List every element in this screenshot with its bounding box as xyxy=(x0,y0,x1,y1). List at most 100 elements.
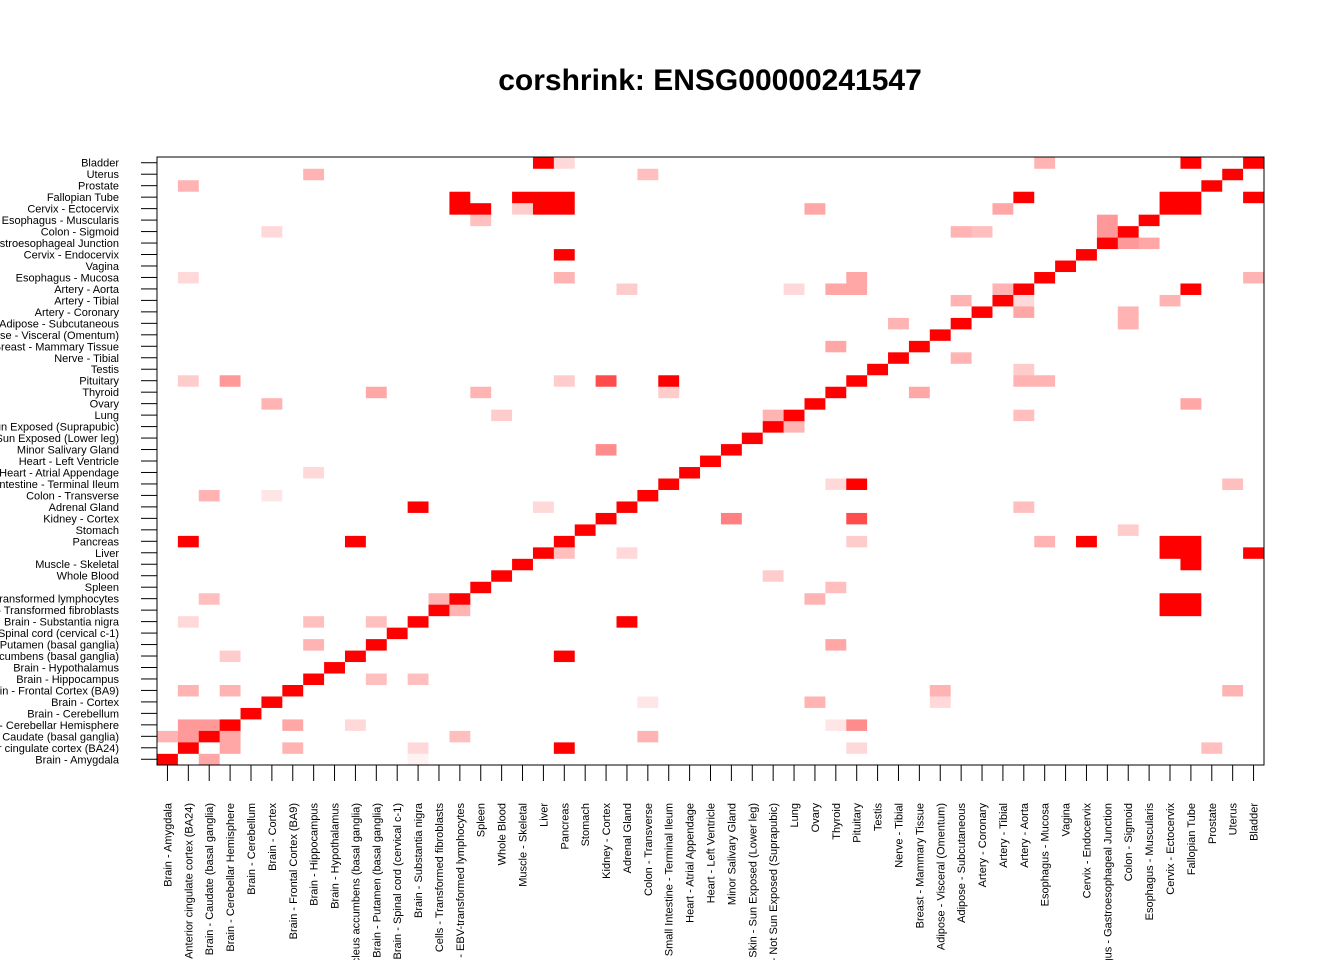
cell xyxy=(324,225,346,238)
cell xyxy=(804,260,826,273)
cell xyxy=(177,581,200,594)
cell xyxy=(1159,753,1181,766)
cell xyxy=(1180,684,1202,697)
cell xyxy=(616,294,638,307)
cell xyxy=(929,260,951,273)
cell xyxy=(1076,455,1098,468)
cell xyxy=(470,237,492,250)
cell xyxy=(261,374,283,387)
y-tick-label: Bladder xyxy=(81,158,119,170)
cell xyxy=(950,466,972,479)
cell xyxy=(992,202,1014,215)
cell xyxy=(1055,340,1077,353)
cell xyxy=(1013,615,1035,628)
cell xyxy=(324,673,346,685)
cell xyxy=(595,627,617,640)
cell xyxy=(303,179,325,192)
cell xyxy=(407,684,429,697)
cell xyxy=(804,696,826,708)
cell xyxy=(804,604,826,617)
cell xyxy=(1055,225,1077,238)
cell xyxy=(386,271,408,284)
y-tick-label: Thyroid xyxy=(82,387,119,399)
cell xyxy=(595,157,617,169)
cell xyxy=(1138,753,1160,766)
cell xyxy=(219,512,241,525)
cell xyxy=(470,397,492,410)
cell xyxy=(470,225,492,238)
cell xyxy=(908,237,931,250)
cell xyxy=(282,179,304,192)
cell xyxy=(1055,719,1077,731)
cell xyxy=(783,283,805,295)
cell xyxy=(700,168,722,181)
cell xyxy=(282,501,304,513)
cell xyxy=(595,455,617,468)
cell xyxy=(344,604,367,617)
cell xyxy=(804,478,826,490)
cell xyxy=(282,352,304,364)
cell xyxy=(1076,535,1098,548)
cell xyxy=(1034,696,1056,708)
cell xyxy=(846,753,868,766)
cell xyxy=(762,558,784,571)
cell xyxy=(929,455,951,468)
cell xyxy=(1076,707,1098,720)
cell xyxy=(950,489,972,502)
cell xyxy=(491,409,513,422)
cell xyxy=(929,684,951,697)
cell xyxy=(804,214,826,227)
cell xyxy=(553,237,576,250)
cell xyxy=(553,352,576,364)
x-tick-label: Brain - Hypothalamus xyxy=(330,803,342,909)
cell xyxy=(1138,409,1160,422)
cell xyxy=(491,466,513,479)
cell xyxy=(616,363,638,376)
cell xyxy=(1055,489,1077,502)
cell xyxy=(867,673,889,685)
cell xyxy=(929,615,951,628)
cell xyxy=(971,363,993,376)
cell xyxy=(261,432,283,445)
cell xyxy=(867,501,889,513)
cell xyxy=(574,524,596,536)
cell xyxy=(908,581,931,594)
cell xyxy=(1159,386,1181,399)
cell xyxy=(762,317,784,330)
cell xyxy=(177,409,200,422)
cell xyxy=(1013,420,1035,433)
x-tick-label: Lung xyxy=(789,803,801,827)
cell xyxy=(992,638,1014,651)
cell xyxy=(491,283,513,295)
cell xyxy=(908,248,931,261)
cell xyxy=(1076,673,1098,685)
cell xyxy=(470,214,492,227)
cell xyxy=(1180,592,1202,605)
cell xyxy=(1013,409,1035,422)
cell xyxy=(1055,569,1077,582)
cell xyxy=(407,581,429,594)
cell xyxy=(1117,638,1139,651)
cell xyxy=(1201,329,1223,341)
cell xyxy=(1159,157,1181,169)
cell xyxy=(1159,409,1181,422)
cell xyxy=(867,443,889,456)
cell xyxy=(908,742,931,754)
cell xyxy=(616,283,638,295)
cell xyxy=(449,260,471,273)
cell xyxy=(1138,157,1160,169)
cell xyxy=(449,397,471,410)
cell xyxy=(888,730,910,743)
cell xyxy=(1096,478,1119,490)
cell xyxy=(679,317,701,330)
cell xyxy=(491,558,513,571)
cell xyxy=(219,157,241,169)
cell xyxy=(386,386,408,399)
cell xyxy=(1222,329,1244,341)
cell xyxy=(1034,638,1056,651)
cell xyxy=(1117,753,1139,766)
cell xyxy=(574,512,596,525)
cell xyxy=(574,489,596,502)
cell xyxy=(282,237,304,250)
cell xyxy=(741,363,764,376)
